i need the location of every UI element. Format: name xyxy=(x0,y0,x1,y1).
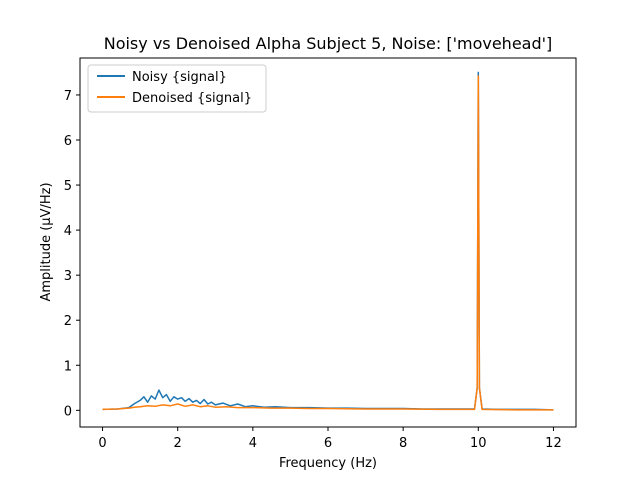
x-tick-label: 6 xyxy=(324,436,332,451)
y-tick-label: 6 xyxy=(64,134,72,149)
y-tick-label: 5 xyxy=(64,179,72,194)
x-axis: 0 2 4 6 8 10 12 xyxy=(98,427,562,451)
series-line-0 xyxy=(102,71,554,411)
legend: Noisy {signal} Denoised {signal} xyxy=(87,64,267,113)
y-tick-label: 7 xyxy=(64,89,72,104)
x-tick-label: 0 xyxy=(98,436,106,451)
plot-frame xyxy=(79,57,577,428)
y-tick-label: 1 xyxy=(64,359,72,374)
legend-box xyxy=(87,64,267,113)
y-tick-label: 3 xyxy=(64,269,72,284)
x-axis-label: Frequency (Hz) xyxy=(279,456,377,471)
x-tick-label: 12 xyxy=(545,436,562,451)
x-tick-label: 2 xyxy=(174,436,182,451)
y-tick-label: 2 xyxy=(64,314,72,329)
legend-label-1: Denoised {signal} xyxy=(132,91,252,106)
x-tick-label: 8 xyxy=(399,436,407,451)
legend-label-0: Noisy {signal} xyxy=(132,70,227,85)
x-tick-label: 4 xyxy=(249,436,257,451)
x-tick-label: 10 xyxy=(470,436,487,451)
y-axis-label: Amplitude (μV/Hz) xyxy=(39,182,54,301)
y-axis: 0 1 2 3 4 5 6 7 xyxy=(64,89,80,419)
y-tick-label: 0 xyxy=(64,404,72,419)
series-line-1 xyxy=(102,75,554,411)
y-tick-label: 4 xyxy=(64,224,72,239)
chart-title: Noisy vs Denoised Alpha Subject 5, Noise… xyxy=(104,34,553,53)
plot-area xyxy=(79,57,577,428)
